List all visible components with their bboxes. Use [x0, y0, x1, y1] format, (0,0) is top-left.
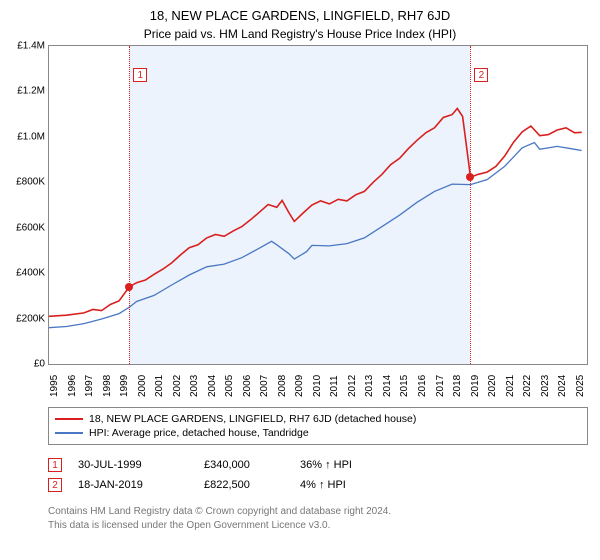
legend-swatch	[55, 432, 83, 434]
sales-date: 18-JAN-2019	[78, 479, 188, 491]
sale-marker-box: 1	[133, 68, 147, 82]
y-axis-tick: £0	[1, 359, 45, 370]
sale-vline	[129, 46, 130, 364]
x-axis-tick: 1996	[67, 375, 78, 397]
footer: Contains HM Land Registry data © Crown c…	[48, 505, 588, 532]
x-axis-tick: 2008	[277, 375, 288, 397]
x-axis-tick: 2012	[347, 375, 358, 397]
footer-line-2: This data is licensed under the Open Gov…	[48, 519, 588, 533]
y-axis-tick: £1.0M	[1, 131, 45, 142]
x-axis-tick: 2022	[522, 375, 533, 397]
sales-row: 1 30-JUL-1999 £340,000 36% ↑ HPI	[48, 455, 588, 475]
y-axis-tick: £800K	[1, 177, 45, 188]
x-axis-tick: 2023	[540, 375, 551, 397]
legend-item: 18, NEW PLACE GARDENS, LINGFIELD, RH7 6J…	[55, 412, 581, 426]
sales-marker: 1	[48, 458, 62, 472]
y-axis-tick: £200K	[1, 313, 45, 324]
y-axis-tick: £400K	[1, 268, 45, 279]
x-axis-tick: 2019	[470, 375, 481, 397]
x-axis-tick: 1995	[49, 375, 60, 397]
x-axis-tick: 2013	[364, 375, 375, 397]
sales-delta: 4% ↑ HPI	[300, 479, 390, 491]
x-axis-tick: 2002	[172, 375, 183, 397]
chart-below: 18, NEW PLACE GARDENS, LINGFIELD, RH7 6J…	[48, 407, 588, 532]
legend-label: HPI: Average price, detached house, Tand…	[89, 427, 309, 439]
y-axis-tick: £1.4M	[1, 41, 45, 52]
sales-row: 2 18-JAN-2019 £822,500 4% ↑ HPI	[48, 475, 588, 495]
sales-table: 1 30-JUL-1999 £340,000 36% ↑ HPI 2 18-JAN-201…	[48, 455, 588, 495]
x-axis-tick: 2016	[417, 375, 428, 397]
x-axis-tick: 2009	[294, 375, 305, 397]
x-axis-tick: 1999	[119, 375, 130, 397]
x-axis-tick: 2007	[259, 375, 270, 397]
sales-delta: 36% ↑ HPI	[300, 459, 390, 471]
y-axis-tick: £1.2M	[1, 86, 45, 97]
sales-date: 30-JUL-1999	[78, 459, 188, 471]
x-axis-tick: 2001	[154, 375, 165, 397]
sales-marker: 2	[48, 478, 62, 492]
x-axis-tick: 2025	[575, 375, 586, 397]
x-axis-tick: 1998	[102, 375, 113, 397]
footer-line-1: Contains HM Land Registry data © Crown c…	[48, 505, 588, 519]
sale-point	[125, 283, 133, 291]
legend-label: 18, NEW PLACE GARDENS, LINGFIELD, RH7 6J…	[89, 413, 416, 425]
legend-swatch	[55, 418, 83, 420]
x-axis-tick: 2024	[557, 375, 568, 397]
x-axis-tick: 2003	[189, 375, 200, 397]
chart-container: 18, NEW PLACE GARDENS, LINGFIELD, RH7 6J…	[0, 0, 600, 560]
legend-item: HPI: Average price, detached house, Tand…	[55, 426, 581, 440]
x-axis-tick: 2014	[382, 375, 393, 397]
x-axis-tick: 2004	[207, 375, 218, 397]
x-axis-tick: 2006	[242, 375, 253, 397]
x-axis-tick: 2017	[435, 375, 446, 397]
y-axis-tick: £600K	[1, 222, 45, 233]
chart-plot-area: £0£200K£400K£600K£800K£1.0M£1.2M£1.4M199…	[48, 45, 588, 365]
sales-price: £340,000	[204, 459, 284, 471]
x-axis-tick: 2018	[452, 375, 463, 397]
x-axis-tick: 2020	[487, 375, 498, 397]
x-axis-tick: 2010	[312, 375, 323, 397]
sale-point	[466, 173, 474, 181]
chart-title: 18, NEW PLACE GARDENS, LINGFIELD, RH7 6J…	[0, 0, 600, 23]
legend: 18, NEW PLACE GARDENS, LINGFIELD, RH7 6J…	[48, 407, 588, 445]
x-axis-tick: 2011	[329, 375, 340, 397]
x-axis-tick: 2015	[399, 375, 410, 397]
x-axis-tick: 1997	[84, 375, 95, 397]
x-axis-tick: 2000	[137, 375, 148, 397]
x-axis-tick: 2021	[505, 375, 516, 397]
chart-subtitle: Price paid vs. HM Land Registry's House …	[0, 23, 600, 45]
sale-marker-box: 2	[474, 68, 488, 82]
sales-price: £822,500	[204, 479, 284, 491]
x-axis-tick: 2005	[224, 375, 235, 397]
sale-vline	[470, 46, 471, 364]
